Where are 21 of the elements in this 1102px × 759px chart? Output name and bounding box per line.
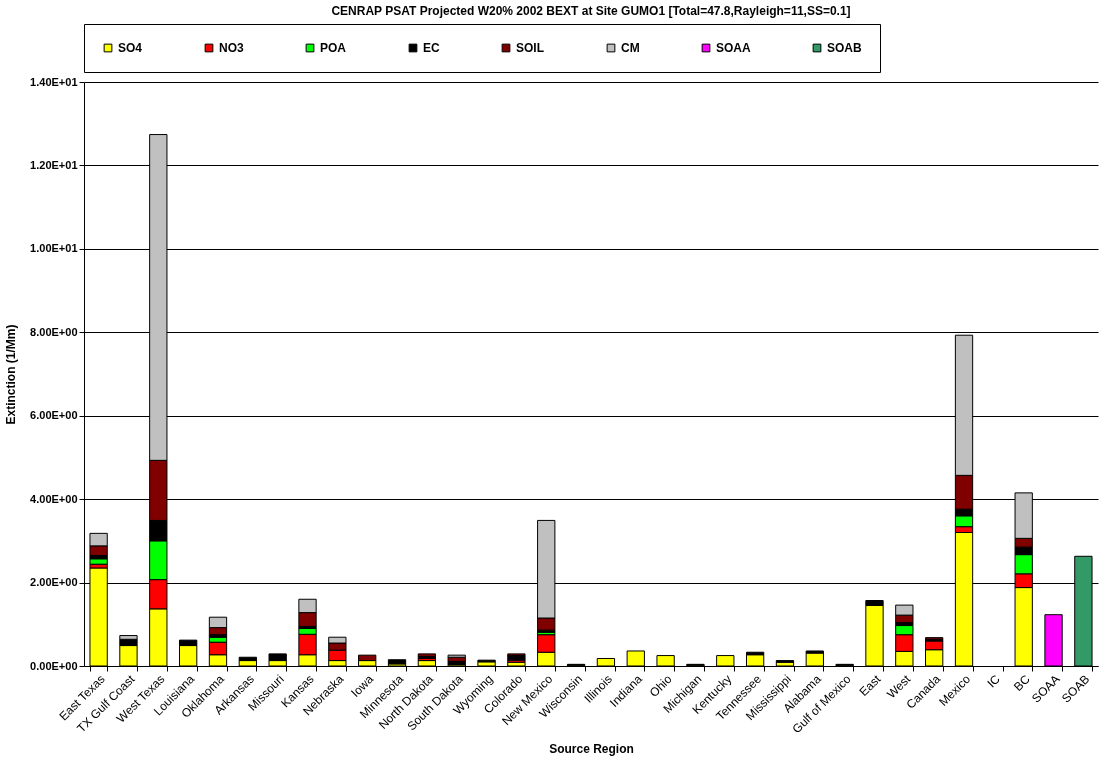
y-tick-label: 1.40E+01	[30, 75, 78, 88]
legend-label: NO3	[219, 41, 244, 55]
y-tick-label: 1.00E+01	[30, 242, 78, 255]
legend-label: SOAA	[716, 41, 751, 55]
chart-title: CENRAP PSAT Projected W20% 2002 BEXT at Site GUMO1 [Total=47.8,Rayleigh=11,SS=0.1]	[331, 3, 851, 18]
x-axis-title: Source Region	[549, 741, 634, 756]
x-tick-label: IC	[984, 671, 1004, 691]
legend-label: SOAB	[827, 41, 862, 55]
legend-label: CM	[621, 41, 640, 55]
y-tick-label: 4.00E+00	[30, 492, 78, 505]
y-tick-label: 1.20E+01	[30, 158, 78, 171]
x-tick-label: BC	[1010, 671, 1033, 694]
legend-label: SO4	[118, 41, 143, 55]
y-tick-label: 0.00E+00	[30, 659, 78, 672]
legend-label: EC	[423, 41, 440, 55]
y-tick-label: 6.00E+00	[30, 409, 78, 422]
y-tick-label: 2.00E+00	[30, 576, 78, 589]
legend-label: POA	[320, 41, 347, 55]
legend-label: SOIL	[516, 41, 545, 55]
y-tick-label: 8.00E+00	[30, 325, 78, 338]
y-axis-title: Extinction (1/Mm)	[4, 324, 19, 425]
